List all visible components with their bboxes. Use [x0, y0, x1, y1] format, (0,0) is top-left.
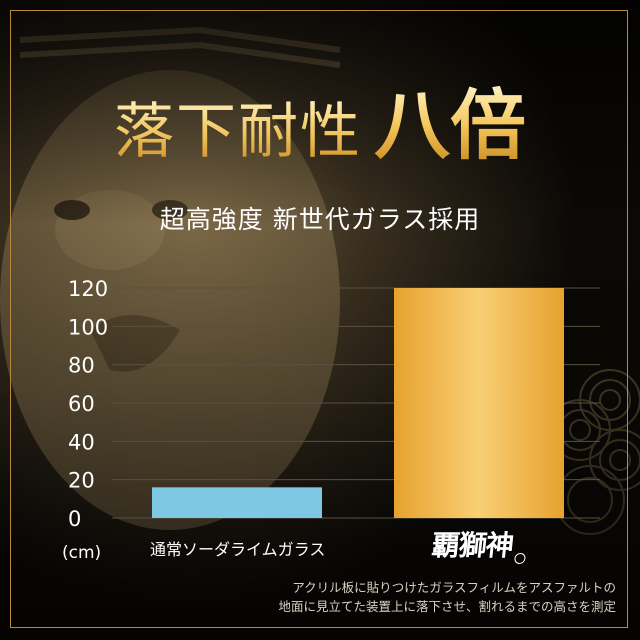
footnote-line: 地面に見立てた装置上に落下させ、割れるまでの高さを測定 [278, 599, 616, 614]
bar-standard-glass [152, 487, 322, 518]
y-tick-label: 100 [68, 315, 108, 339]
y-axis-unit: (cm) [62, 543, 102, 563]
y-tick-label: 60 [68, 392, 95, 416]
subtitle: 超高強度 新世代ガラス採用 [159, 205, 481, 234]
y-tick-label: 40 [68, 430, 95, 454]
bars [152, 288, 564, 518]
footnote-line: アクリル板に貼りつけたガラスフィルムをアスファルトの [292, 580, 616, 595]
y-tick-label: 120 [68, 277, 108, 301]
brand-seal-icon [513, 553, 527, 564]
y-axis-ticks: 0 20 40 60 80 100 120 [68, 277, 108, 531]
y-tick-label: 0 [68, 507, 81, 531]
category-label-standard-glass: 通常ソーダライムガラス [150, 540, 326, 559]
title-main: 落下耐性 [114, 97, 362, 167]
bar-brand-glass [394, 288, 564, 518]
brand-logo-text: 覇獅神 [430, 529, 515, 562]
brand-logo: 覇獅神 [430, 524, 529, 564]
y-tick-label: 20 [68, 469, 95, 493]
title-accent: 八倍 [374, 81, 526, 170]
page-title: 落下耐性 八倍 [0, 88, 640, 164]
footnote: アクリル板に貼りつけたガラスフィルムをアスファルトの 地面に見立てた装置上に落下… [278, 578, 616, 616]
y-tick-label: 80 [68, 354, 95, 378]
